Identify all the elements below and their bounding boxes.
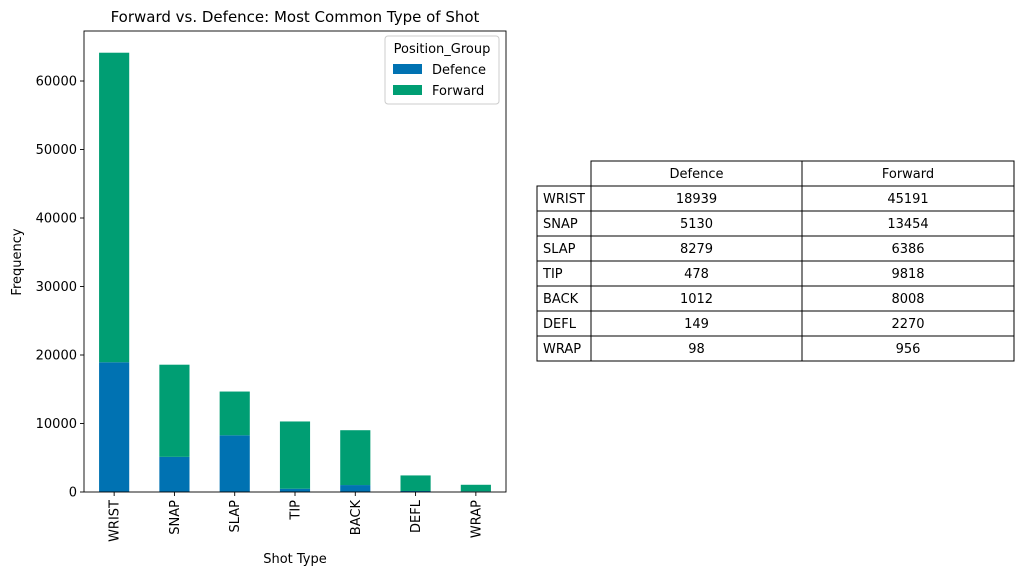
table-cell bbox=[801, 235, 1015, 262]
y-tick-label: 60000 bbox=[36, 75, 77, 90]
table-cell bbox=[590, 210, 803, 237]
table-row-label: DEFL bbox=[543, 317, 577, 332]
x-tick-label: WRAP bbox=[469, 500, 484, 538]
x-tick-label: DEFL bbox=[409, 499, 424, 533]
x-tick-label: WRIST bbox=[108, 500, 123, 542]
bar-defence-wrist bbox=[99, 362, 130, 492]
table-cell bbox=[801, 285, 1015, 312]
bar-defence-defl bbox=[400, 490, 431, 492]
plot-area: 0 10000 20000 30000 40000 50000 60000 WRIST SNAP… bbox=[36, 30, 507, 542]
legend-swatch-forward bbox=[393, 85, 422, 95]
y-tick-label: 40000 bbox=[36, 212, 77, 227]
table-cell-value: 478 bbox=[684, 267, 709, 282]
table-cell-value: 8008 bbox=[891, 292, 924, 307]
table-row-label: SNAP bbox=[543, 217, 578, 232]
table-header-cell bbox=[590, 160, 803, 187]
table-cell-value: 45191 bbox=[887, 192, 928, 207]
table-cell bbox=[801, 310, 1015, 337]
table-cell-value: 1012 bbox=[680, 292, 713, 307]
y-tick-label: 10000 bbox=[36, 417, 77, 432]
bar-forward-wrap bbox=[460, 484, 491, 492]
table-header-cell bbox=[801, 160, 1015, 187]
y-axis-title: Frequency bbox=[10, 228, 25, 295]
table-row-label: WRAP bbox=[543, 342, 581, 357]
table-row-label: TIP bbox=[542, 267, 563, 282]
bar-defence-back bbox=[340, 485, 371, 492]
table-row-label: SLAP bbox=[543, 242, 576, 257]
x-tick-label: SNAP bbox=[168, 500, 183, 535]
x-tick-label: TIP bbox=[289, 500, 304, 521]
table-row-label-cell bbox=[536, 185, 592, 212]
bar-forward-slap bbox=[219, 391, 250, 436]
legend: Position_Group Defence Forward bbox=[384, 35, 500, 105]
bar-forward-wrist bbox=[99, 52, 130, 363]
table-cell-value: 98 bbox=[688, 342, 705, 357]
legend-label-defence: Defence bbox=[432, 63, 486, 78]
table-cell bbox=[801, 210, 1015, 237]
chart-title: Forward vs. Defence: Most Common Type of… bbox=[111, 8, 480, 26]
table-cell-value: 18939 bbox=[676, 192, 717, 207]
table-cell-value: 956 bbox=[896, 342, 921, 357]
table-row-label: WRIST bbox=[543, 192, 585, 207]
x-tick-label: BACK bbox=[349, 500, 364, 536]
y-tick-label: 0 bbox=[69, 486, 77, 501]
bar-forward-back bbox=[340, 430, 371, 486]
bar-forward-tip bbox=[279, 421, 311, 489]
table-cell bbox=[801, 335, 1015, 362]
table-cell bbox=[590, 185, 803, 212]
data-table: Defence Forward WRIST 18939 45191 SNAP 5130 134… bbox=[536, 160, 1015, 362]
legend-swatch-defence bbox=[393, 64, 422, 74]
bar-defence-tip bbox=[279, 488, 311, 492]
table-cell-value: 13454 bbox=[887, 217, 928, 232]
bar-defence-snap bbox=[159, 456, 190, 492]
bar-forward-defl bbox=[400, 475, 431, 491]
table-cell-value: 8279 bbox=[680, 242, 713, 257]
table-cell bbox=[590, 235, 803, 262]
table-row-label: BACK bbox=[543, 292, 579, 307]
y-tick-label: 20000 bbox=[36, 349, 77, 364]
bar-forward-snap bbox=[159, 364, 190, 457]
y-tick-label: 50000 bbox=[36, 143, 77, 158]
table-cell-value: 6386 bbox=[891, 242, 924, 257]
table-cell-value: 5130 bbox=[680, 217, 713, 232]
table-cell bbox=[801, 185, 1015, 212]
table-cell bbox=[801, 260, 1015, 287]
table-row-label-cell bbox=[536, 235, 592, 262]
x-axis-title: Shot Type bbox=[263, 552, 327, 567]
table-row-label-cell bbox=[536, 335, 592, 362]
table-row-label-cell bbox=[536, 285, 592, 312]
table-header-forward: Forward bbox=[882, 167, 934, 182]
table-cell-value: 2270 bbox=[891, 317, 924, 332]
table-cell-value: 9818 bbox=[891, 267, 924, 282]
x-tick-label: SLAP bbox=[228, 500, 243, 533]
y-tick-label: 30000 bbox=[36, 280, 77, 295]
bar-defence-slap bbox=[219, 435, 250, 492]
legend-label-forward: Forward bbox=[432, 84, 484, 99]
table-cell-value: 149 bbox=[684, 317, 709, 332]
legend-title: Position_Group bbox=[394, 42, 491, 57]
table-header-defence: Defence bbox=[670, 167, 724, 182]
